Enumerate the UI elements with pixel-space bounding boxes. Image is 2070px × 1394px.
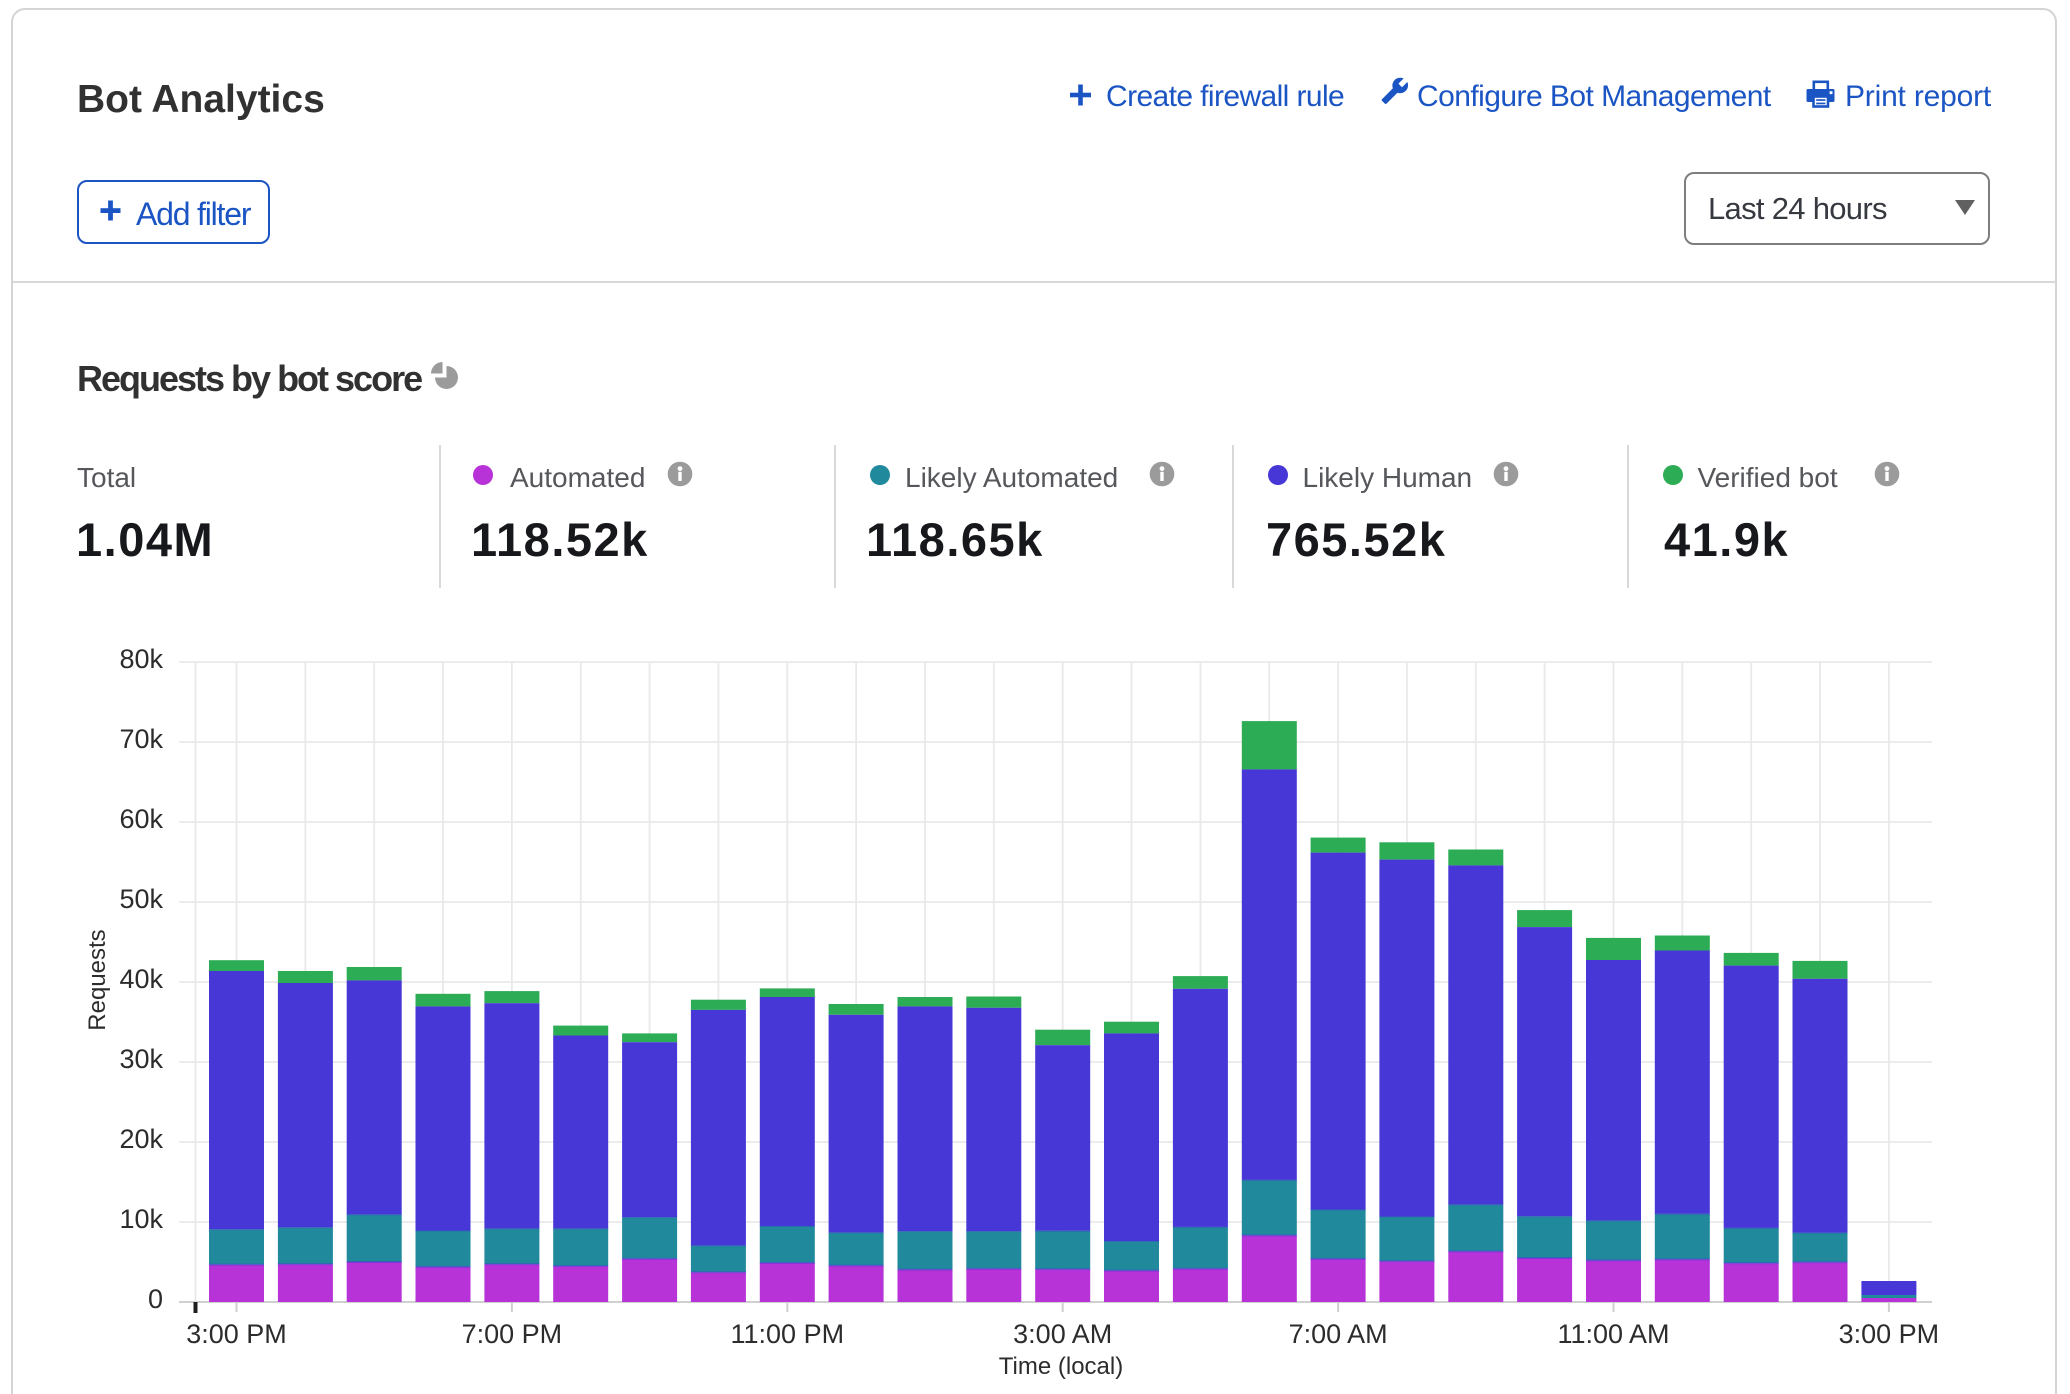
svg-text:30k: 30k (119, 1044, 163, 1074)
svg-text:3:00 AM: 3:00 AM (1013, 1319, 1112, 1349)
svg-text:80k: 80k (119, 644, 163, 674)
svg-text:10k: 10k (119, 1204, 163, 1234)
svg-text:40k: 40k (119, 964, 163, 994)
svg-text:60k: 60k (119, 804, 163, 834)
svg-text:0: 0 (148, 1284, 163, 1314)
svg-text:Requests: Requests (84, 929, 111, 1030)
svg-text:50k: 50k (119, 884, 163, 914)
svg-text:70k: 70k (119, 724, 163, 754)
svg-text:Time (local): Time (local) (999, 1353, 1123, 1380)
svg-text:11:00 AM: 11:00 AM (1557, 1319, 1669, 1349)
svg-text:7:00 AM: 7:00 AM (1289, 1319, 1388, 1349)
svg-text:20k: 20k (119, 1124, 163, 1154)
svg-text:7:00 PM: 7:00 PM (462, 1319, 563, 1349)
svg-text:3:00 PM: 3:00 PM (186, 1319, 287, 1349)
svg-text:3:00 PM: 3:00 PM (1839, 1319, 1940, 1349)
svg-text:11:00 PM: 11:00 PM (731, 1319, 845, 1349)
